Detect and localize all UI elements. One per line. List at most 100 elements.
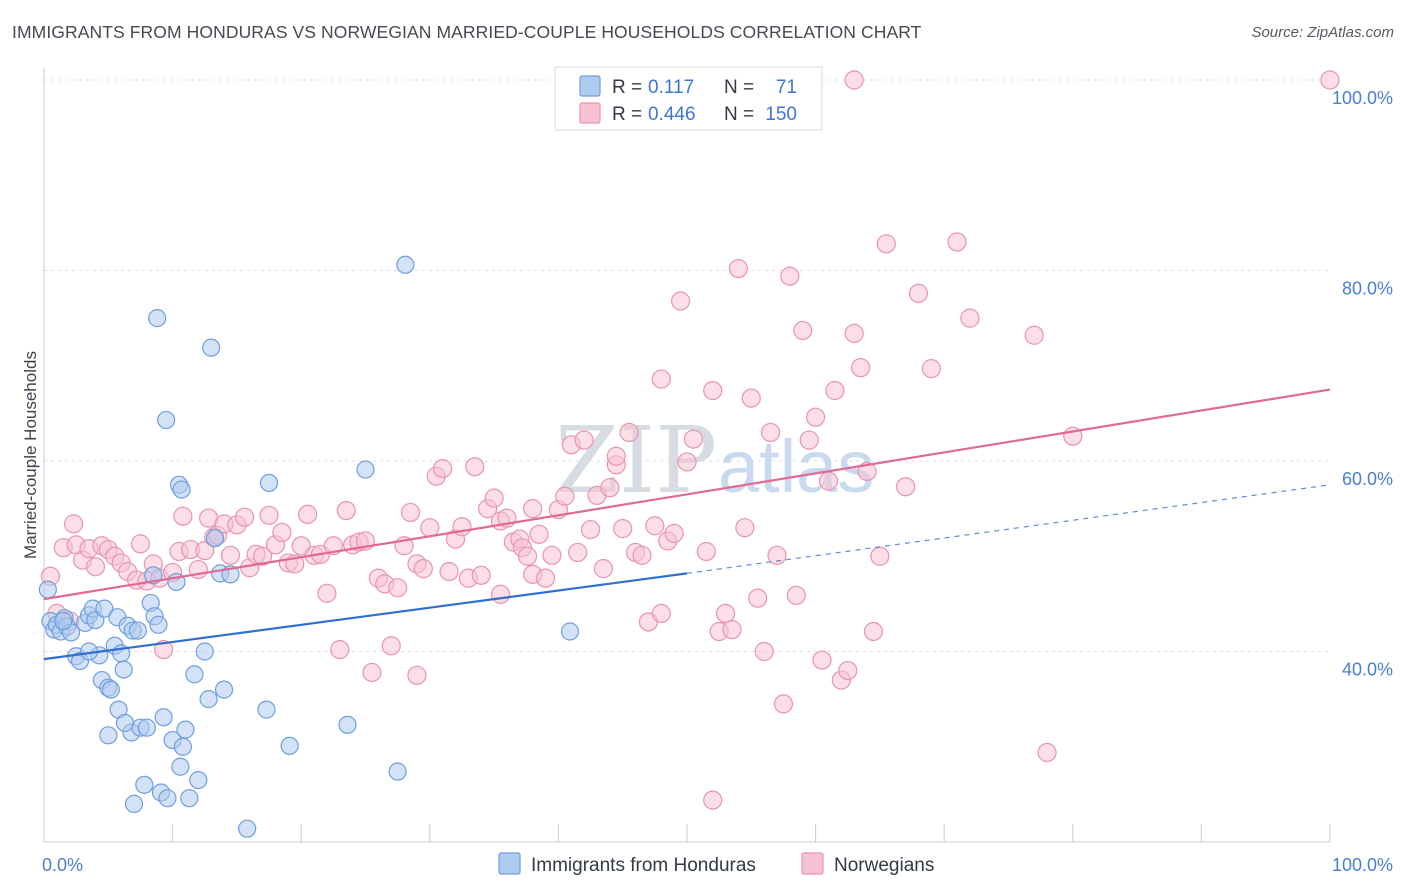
axes xyxy=(43,68,1331,843)
norwegians-trend-line xyxy=(43,388,1331,601)
norwegians-point xyxy=(703,790,723,810)
norwegians-point xyxy=(876,234,896,254)
honduras-point xyxy=(157,410,176,430)
legend-n-label-norwegians: N = xyxy=(724,104,754,125)
norwegians-point xyxy=(703,380,723,401)
honduras-point xyxy=(95,599,114,618)
honduras-point xyxy=(137,718,156,737)
norwegians-point xyxy=(542,545,562,565)
norwegians-point xyxy=(818,471,839,491)
norwegians-point xyxy=(253,546,273,566)
honduras-point xyxy=(148,309,167,328)
norwegians-point xyxy=(728,258,749,279)
norwegians-point xyxy=(580,519,601,540)
chart-title: IMMIGRANTS FROM HONDURAS VS NORWEGIAN MA… xyxy=(12,22,922,42)
norwegians-point xyxy=(651,603,671,624)
bottom-legend-label-honduras: Immigrants from Honduras xyxy=(531,855,756,876)
norwegians-point xyxy=(535,568,556,588)
norwegians-point xyxy=(471,565,491,585)
honduras-point xyxy=(158,789,177,808)
norwegians-points xyxy=(40,70,1340,810)
norwegians-point xyxy=(863,621,884,642)
norwegians-point xyxy=(388,578,408,598)
norwegians-point xyxy=(153,639,174,660)
honduras-point xyxy=(185,665,204,684)
norwegians-point xyxy=(741,388,761,408)
honduras-point xyxy=(171,757,190,776)
norwegians-point xyxy=(420,518,440,538)
norwegians-point xyxy=(748,588,768,608)
legend: R = 0.117 N = 71 R = 0.446 N = 150 xyxy=(554,66,823,131)
source-label: Source: ZipAtlas.com xyxy=(1251,24,1394,41)
norwegians-point xyxy=(844,70,864,90)
honduras-point xyxy=(180,789,199,808)
norwegians-point xyxy=(921,359,941,379)
honduras-trend-line xyxy=(43,572,688,661)
legend-n-value-honduras: 71 xyxy=(776,77,797,98)
norwegians-point xyxy=(793,320,813,341)
norwegians-point xyxy=(754,641,774,662)
norwegians-point xyxy=(805,407,826,427)
norwegians-point xyxy=(773,694,794,714)
norwegians-point xyxy=(722,619,742,640)
honduras-trend-extension xyxy=(686,484,1331,574)
norwegians-point xyxy=(735,518,755,538)
legend-swatch-honduras xyxy=(579,75,601,97)
honduras-point xyxy=(396,255,415,274)
norwegians-point xyxy=(568,542,588,563)
norwegians-point xyxy=(220,545,241,565)
legend-r-label-honduras: R = xyxy=(612,77,642,98)
norwegians-point xyxy=(439,561,459,582)
norwegians-point xyxy=(484,488,504,508)
norwegians-point xyxy=(433,459,453,479)
norwegians-point xyxy=(760,422,781,443)
norwegians-point xyxy=(632,545,652,565)
norwegians-point xyxy=(896,477,916,497)
norwegians-point xyxy=(235,507,255,527)
norwegians-point xyxy=(272,522,292,543)
x-tick-label: 0.0% xyxy=(42,855,83,875)
legend-n-value-norwegians: 150 xyxy=(765,104,797,125)
honduras-point xyxy=(338,715,357,734)
norwegians-point xyxy=(851,358,871,378)
honduras-point xyxy=(172,480,191,499)
honduras-point xyxy=(259,473,279,493)
legend-swatch-norwegians xyxy=(579,102,601,124)
norwegians-point xyxy=(838,660,858,681)
honduras-point xyxy=(135,775,154,794)
norwegians-point xyxy=(291,536,311,556)
honduras-point xyxy=(128,621,147,640)
norwegians-point xyxy=(619,422,639,443)
x-tick-labels: 0.0% 100.0% xyxy=(42,855,1393,875)
y-tick-label: 100.0% xyxy=(1332,88,1393,108)
norwegians-point xyxy=(786,585,806,605)
norwegians-point xyxy=(812,650,832,670)
trend-lines xyxy=(43,388,1331,661)
bottom-legend-swatch-norwegians xyxy=(801,852,824,875)
norwegians-point xyxy=(1037,742,1057,763)
norwegians-point xyxy=(1024,325,1044,345)
norwegians-point xyxy=(555,486,575,506)
norwegians-point xyxy=(529,524,549,544)
honduras-point xyxy=(114,660,133,679)
norwegians-point xyxy=(490,584,511,604)
honduras-point xyxy=(560,622,580,641)
norwegians-point xyxy=(947,232,967,252)
norwegians-point xyxy=(1320,70,1340,90)
x-tick-label: 100.0% xyxy=(1332,855,1393,875)
honduras-point xyxy=(189,770,208,790)
norwegians-point xyxy=(683,429,704,449)
legend-n-label-honduras: N = xyxy=(724,77,754,98)
norwegians-point xyxy=(799,430,819,450)
honduras-point xyxy=(38,580,57,599)
norwegians-point xyxy=(413,559,433,579)
honduras-point xyxy=(356,460,375,479)
grid-lines xyxy=(44,79,1330,652)
norwegians-point xyxy=(696,541,716,562)
bottom-legend-swatch-honduras xyxy=(498,852,521,875)
norwegians-point xyxy=(645,516,665,536)
norwegians-point xyxy=(857,461,877,482)
norwegians-point xyxy=(362,662,382,683)
norwegians-point xyxy=(298,504,318,524)
